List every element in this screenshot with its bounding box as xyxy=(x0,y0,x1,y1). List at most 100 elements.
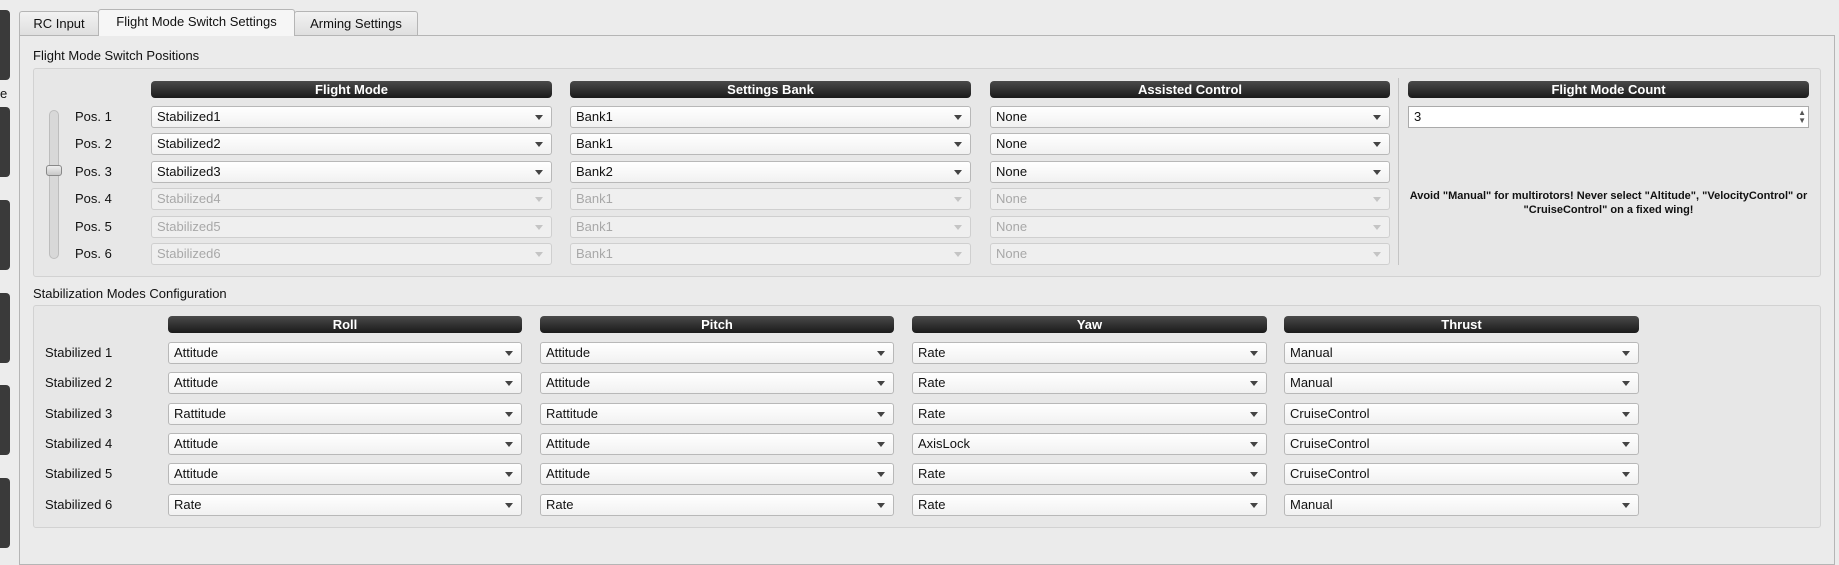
roll-select[interactable]: Attitude xyxy=(168,432,522,455)
dropdown-arrow-icon xyxy=(1373,142,1381,148)
selected-value: None xyxy=(996,246,1028,261)
dropdown-arrow-icon xyxy=(1622,381,1630,387)
dropdown-arrow-icon xyxy=(877,381,885,387)
bank-select[interactable]: Bank1 xyxy=(570,188,971,211)
header-pitch: Pitch xyxy=(540,316,894,333)
flight-mode-select[interactable]: Stabilized3 xyxy=(151,160,552,183)
flight-mode-select[interactable]: Stabilized2 xyxy=(151,133,552,156)
dropdown-arrow-icon xyxy=(877,411,885,417)
stabilized-mode-label: Stabilized 4 xyxy=(45,435,113,451)
assisted-select[interactable]: None xyxy=(990,188,1390,211)
roll-select[interactable]: Rate xyxy=(168,493,522,516)
pitch-select[interactable]: Attitude xyxy=(540,463,894,486)
selected-value: Attitude xyxy=(546,345,591,360)
bank-select[interactable]: Bank1 xyxy=(570,215,971,238)
thrust-select[interactable]: Manual xyxy=(1284,342,1639,364)
bank-select[interactable]: Bank1 xyxy=(570,133,971,156)
thrust-select[interactable]: CruiseControl xyxy=(1284,402,1639,425)
side-button[interactable] xyxy=(0,293,10,363)
stabilized-mode-label: Stabilized 5 xyxy=(45,466,113,482)
yaw-select[interactable]: Rate xyxy=(912,463,1267,486)
yaw-select[interactable]: AxisLock xyxy=(912,432,1267,455)
dropdown-arrow-icon xyxy=(1373,169,1381,175)
dropdown-arrow-icon xyxy=(535,115,543,120)
yaw-select[interactable]: Rate xyxy=(912,342,1267,364)
selected-value: Rate xyxy=(174,496,202,512)
selected-value: Manual xyxy=(1290,345,1333,360)
assisted-select[interactable]: None xyxy=(990,243,1390,265)
assisted-select[interactable]: None xyxy=(990,106,1390,128)
dropdown-arrow-icon xyxy=(535,252,543,257)
side-button[interactable] xyxy=(0,385,10,455)
thrust-select[interactable]: CruiseControl xyxy=(1284,463,1639,486)
dropdown-arrow-icon xyxy=(954,142,962,148)
yaw-select[interactable]: Rate xyxy=(912,402,1267,425)
roll-select[interactable]: Attitude xyxy=(168,342,522,364)
pitch-select[interactable]: Attitude xyxy=(540,432,894,455)
side-label-partial: e xyxy=(0,86,8,101)
flight-mode-select[interactable]: Stabilized6 xyxy=(151,243,552,265)
position-label: Pos. 2 xyxy=(75,136,112,152)
thrust-select[interactable]: CruiseControl xyxy=(1284,432,1639,455)
roll-select[interactable]: Attitude xyxy=(168,463,522,486)
slider-handle[interactable] xyxy=(46,165,62,177)
section-title-stabilization: Stabilization Modes Configuration xyxy=(33,286,227,301)
selected-value: AxisLock xyxy=(918,435,971,451)
selected-value: Rattitude xyxy=(546,405,599,421)
flight-mode-select[interactable]: Stabilized5 xyxy=(151,215,552,238)
roll-select[interactable]: Attitude xyxy=(168,372,522,395)
dropdown-arrow-icon xyxy=(954,197,962,203)
dropdown-arrow-icon xyxy=(1250,502,1258,508)
side-button[interactable] xyxy=(0,107,10,177)
pitch-select[interactable]: Rattitude xyxy=(540,402,894,425)
roll-select[interactable]: Rattitude xyxy=(168,402,522,425)
header-roll: Roll xyxy=(168,316,522,333)
position-label: Pos. 4 xyxy=(75,191,112,207)
selected-value: Stabilized1 xyxy=(157,109,221,124)
dropdown-arrow-icon xyxy=(954,169,962,175)
column-divider xyxy=(1398,78,1399,265)
assisted-select[interactable]: None xyxy=(990,215,1390,238)
selected-value: Attitude xyxy=(546,375,591,391)
bank-select[interactable]: Bank1 xyxy=(570,243,971,265)
dropdown-arrow-icon xyxy=(1373,224,1381,230)
tab-arming-settings[interactable]: Arming Settings xyxy=(294,11,418,36)
header-flight-mode: Flight Mode xyxy=(151,81,552,98)
dropdown-arrow-icon xyxy=(505,351,513,356)
dropdown-arrow-icon xyxy=(877,441,885,447)
flight-mode-select[interactable]: Stabilized4 xyxy=(151,188,552,211)
bank-select[interactable]: Bank1 xyxy=(570,106,971,128)
dropdown-arrow-icon xyxy=(877,502,885,508)
pitch-select[interactable]: Rate xyxy=(540,493,894,516)
yaw-select[interactable]: Rate xyxy=(912,372,1267,395)
switch-position-slider[interactable] xyxy=(49,110,59,259)
assisted-select[interactable]: None xyxy=(990,133,1390,156)
spin-arrows-icon[interactable]: ▲ ▼ xyxy=(1798,108,1806,125)
tab-rc-input[interactable]: RC Input xyxy=(19,11,99,36)
tab-flight-mode-switch-settings[interactable]: Flight Mode Switch Settings xyxy=(98,9,295,36)
dropdown-arrow-icon xyxy=(505,381,513,387)
dropdown-arrow-icon xyxy=(1250,351,1258,356)
assisted-select[interactable]: None xyxy=(990,160,1390,183)
dropdown-arrow-icon xyxy=(954,224,962,230)
flight-mode-count-spinbox[interactable]: 3 ▲ ▼ xyxy=(1408,106,1809,128)
yaw-select[interactable]: Rate xyxy=(912,493,1267,516)
side-button[interactable] xyxy=(0,10,10,80)
dropdown-arrow-icon xyxy=(1250,472,1258,478)
side-button[interactable] xyxy=(0,200,10,270)
selected-value: Stabilized4 xyxy=(157,191,221,207)
thrust-select[interactable]: Manual xyxy=(1284,372,1639,395)
dropdown-arrow-icon xyxy=(954,115,962,120)
pitch-select[interactable]: Attitude xyxy=(540,342,894,364)
dropdown-arrow-icon xyxy=(1250,411,1258,417)
pitch-select[interactable]: Attitude xyxy=(540,372,894,395)
dropdown-arrow-icon xyxy=(505,502,513,508)
header-flight-mode-count: Flight Mode Count xyxy=(1408,81,1809,98)
flight-mode-select[interactable]: Stabilized1 xyxy=(151,106,552,128)
bank-select[interactable]: Bank2 xyxy=(570,160,971,183)
selected-value: CruiseControl xyxy=(1290,435,1370,451)
thrust-select[interactable]: Manual xyxy=(1284,493,1639,516)
side-button[interactable] xyxy=(0,478,10,548)
position-label: Pos. 6 xyxy=(75,246,112,261)
dropdown-arrow-icon xyxy=(877,351,885,356)
